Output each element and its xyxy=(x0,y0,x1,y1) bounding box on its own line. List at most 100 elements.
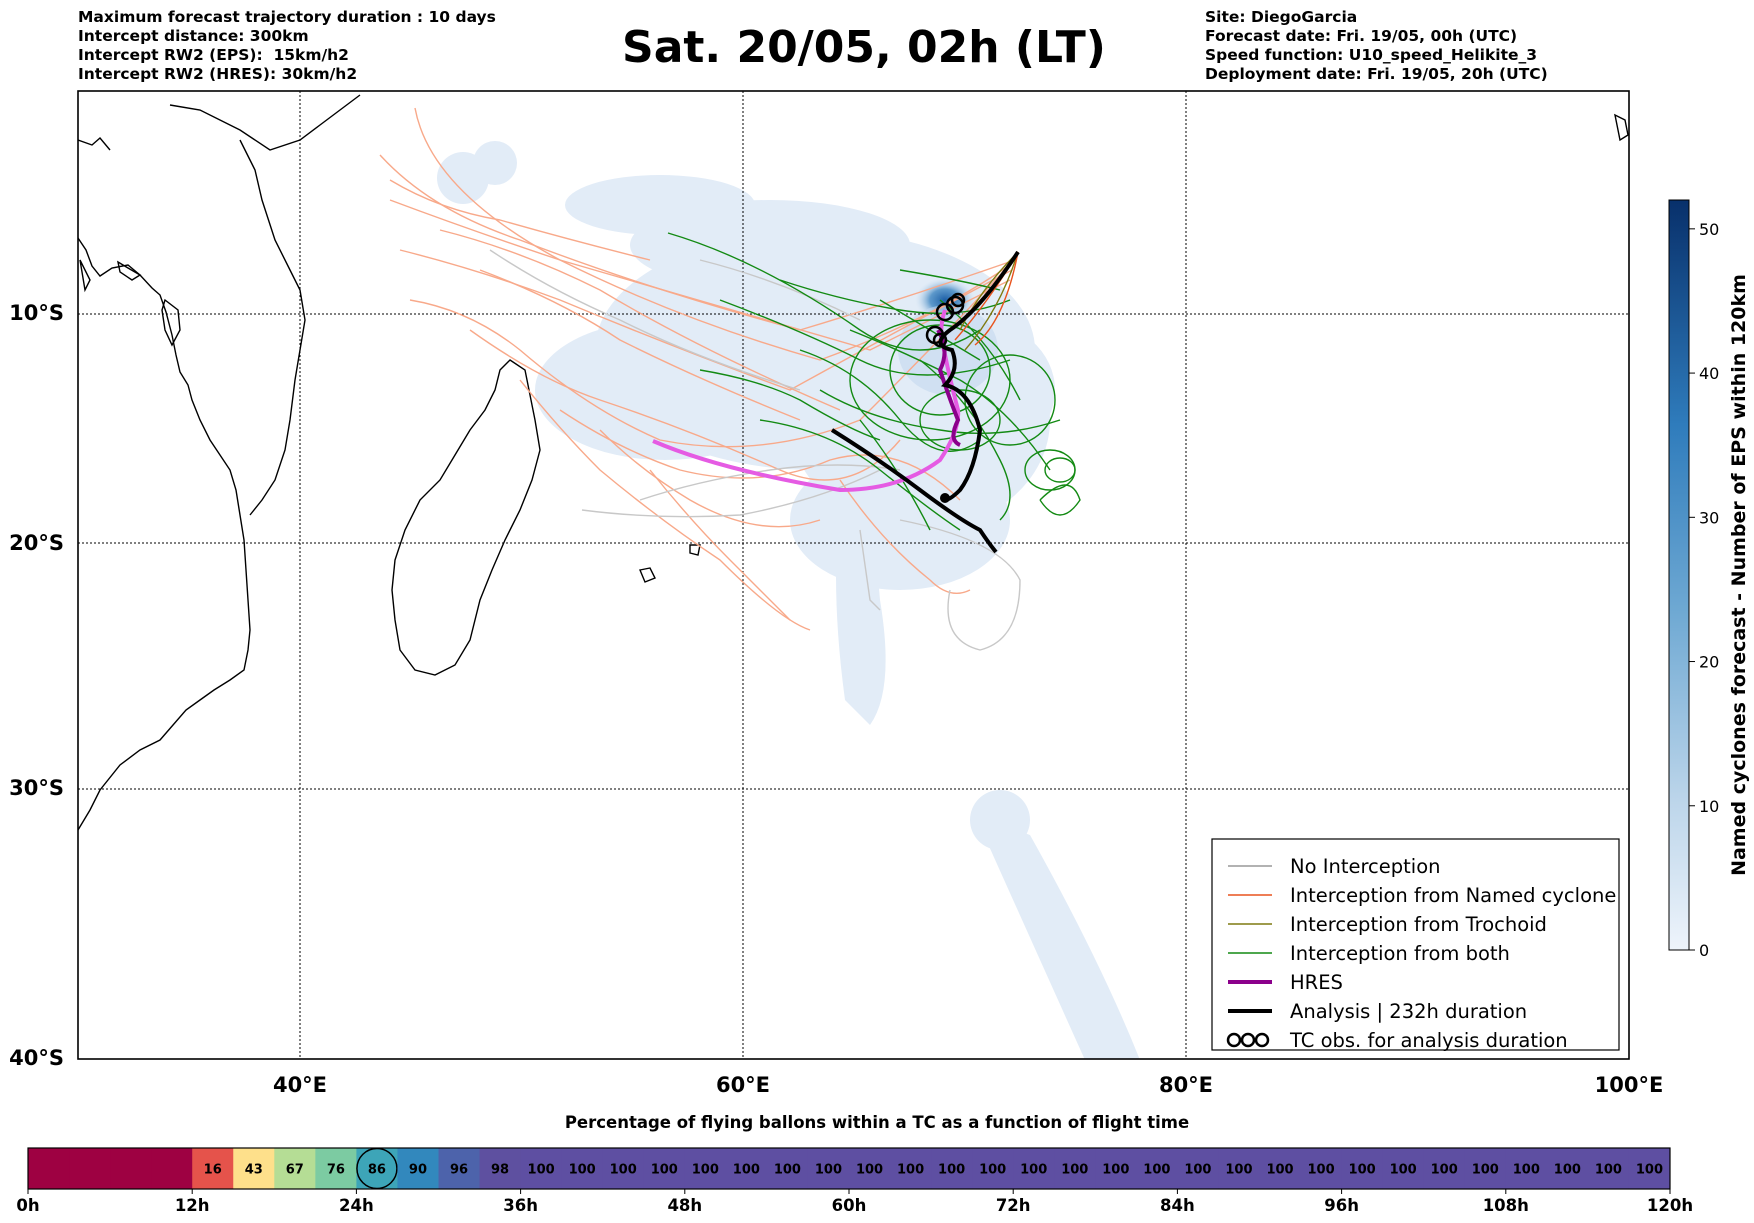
percentage-cell-value: 100 xyxy=(1595,1163,1622,1178)
legend-label: Analysis | 232h duration xyxy=(1290,1000,1527,1023)
colorbar-tick-label: 10 xyxy=(1699,797,1719,816)
colorbar-tick-label: 20 xyxy=(1699,653,1719,672)
analysis-track xyxy=(830,428,998,554)
percentage-bar-title: Percentage of flying ballons within a TC… xyxy=(564,1113,1190,1132)
header-right-info: Site: DiegoGarcia Forecast date: Fri. 19… xyxy=(1205,8,1548,84)
header-left-line: Intercept RW2 (HRES): 30km/h2 xyxy=(78,65,358,83)
percentage-cell-value: 100 xyxy=(1184,1163,1211,1178)
no-interception-trajectories xyxy=(489,249,1021,651)
tc-obs-symbols xyxy=(925,292,966,348)
lon-label: 40°E xyxy=(273,1073,327,1097)
percentage-tick-label: 108h xyxy=(1483,1196,1529,1215)
colorbar-label: Named cyclones forecast - Number of EPS … xyxy=(1728,274,1750,876)
percentage-cell-value: 100 xyxy=(692,1163,719,1178)
percentage-cell-value: 100 xyxy=(1472,1163,1499,1178)
percentage-cell xyxy=(69,1148,111,1189)
percentage-cell-value: 16 xyxy=(204,1163,222,1178)
percentage-cell xyxy=(1628,1148,1671,1189)
lon-label: 100°E xyxy=(1595,1073,1664,1097)
header-left-line: Intercept distance: 300km xyxy=(78,27,309,45)
percentage-cell-value: 43 xyxy=(245,1163,263,1178)
percentage-cell xyxy=(807,1148,850,1189)
percentage-cell-value: 96 xyxy=(450,1163,468,1178)
percentage-tick-label: 60h xyxy=(832,1196,867,1215)
analysis-point xyxy=(940,493,950,503)
header-right-line: Forecast date: Fri. 19/05, 00h (UTC) xyxy=(1205,27,1518,45)
percentage-cell xyxy=(274,1148,316,1189)
percentage-cell-value: 100 xyxy=(569,1163,596,1178)
colorbar-tick-label: 50 xyxy=(1699,220,1719,239)
percentage-cell xyxy=(890,1148,932,1189)
lon-label: 80°E xyxy=(1159,1073,1213,1097)
legend-label: TC obs. for analysis duration xyxy=(1289,1029,1568,1052)
percentage-cell xyxy=(766,1148,809,1189)
legend-tc-symbol xyxy=(1240,1032,1256,1048)
percentage-cell xyxy=(602,1148,645,1189)
colorbar-tick-label: 30 xyxy=(1699,508,1719,527)
percentage-cell xyxy=(1382,1148,1425,1189)
colorbar-tick-label: 40 xyxy=(1699,364,1719,383)
header-left-line: Maximum forecast trajectory duration : 1… xyxy=(78,8,496,26)
percentage-cell-value: 100 xyxy=(897,1163,924,1178)
percentage-cell xyxy=(1013,1148,1055,1189)
main-title: Sat. 20/05, 02h (LT) xyxy=(622,22,1106,73)
percentage-cell-value: 100 xyxy=(1636,1163,1663,1178)
percentage-tick-label: 48h xyxy=(667,1196,702,1215)
colorbar-tick-label: 0 xyxy=(1699,941,1709,960)
legend-entries: No Interception Interception from Named c… xyxy=(1226,855,1616,1052)
colorbar: 0 10 20 30 40 50 Named cyclones forecast - Nu… xyxy=(1668,199,1750,960)
percentage-cell xyxy=(192,1148,234,1189)
percentage-cell xyxy=(684,1148,727,1189)
percentage-tick-label: 120h xyxy=(1647,1196,1693,1215)
percentage-cell-value: 100 xyxy=(979,1163,1006,1178)
percentage-cell-value: 98 xyxy=(491,1163,509,1178)
coastlines xyxy=(78,94,1629,831)
percentage-cell xyxy=(643,1148,686,1189)
percentage-cell xyxy=(931,1148,973,1189)
lat-label: 20°S xyxy=(9,531,64,555)
colorbar-ticks: 0 10 20 30 40 50 xyxy=(1689,220,1719,960)
gridlines xyxy=(78,91,1629,1059)
percentage-bar-ticks: 0h 12h 24h 36h 48h 60h 72h 84h 96h 108h 120h xyxy=(16,1189,1693,1215)
percentage-cell xyxy=(725,1148,768,1189)
colorbar-gradient xyxy=(1668,199,1690,951)
percentage-cell xyxy=(151,1148,193,1189)
percentage-cell xyxy=(561,1148,604,1189)
percentage-cell xyxy=(1505,1148,1548,1189)
legend-label: Interception from both xyxy=(1290,942,1510,965)
percentage-cell-value: 67 xyxy=(286,1163,304,1178)
hres-track-inner xyxy=(936,328,961,447)
percentage-cell-value: 100 xyxy=(1266,1163,1293,1178)
percentage-cell-value: 100 xyxy=(774,1163,801,1178)
lat-label: 10°S xyxy=(9,301,64,325)
lat-label: 40°S xyxy=(9,1046,64,1070)
percentage-tick-label: 96h xyxy=(1324,1196,1359,1215)
map-frame xyxy=(77,90,1630,1060)
percentage-cell-value: 90 xyxy=(409,1163,427,1178)
percentage-cell-value: 100 xyxy=(610,1163,637,1178)
percentage-cell-value: 100 xyxy=(856,1163,883,1178)
percentage-cell xyxy=(315,1148,357,1189)
legend-label: Interception from Trochoid xyxy=(1290,913,1547,936)
percentage-cell xyxy=(1587,1148,1630,1189)
percentage-cell xyxy=(1218,1148,1260,1189)
percentage-tick-label: 84h xyxy=(1160,1196,1195,1215)
percentage-cell-value: 100 xyxy=(1513,1163,1540,1178)
header-right-line: Site: DiegoGarcia xyxy=(1205,8,1358,26)
percentage-cell xyxy=(972,1148,1014,1189)
percentage-cell xyxy=(1341,1148,1384,1189)
legend xyxy=(1211,838,1620,1051)
percentage-cell xyxy=(849,1148,891,1189)
analysis-track-2 xyxy=(938,250,1020,502)
percentage-cell-value: 100 xyxy=(1061,1163,1088,1178)
percentage-cell xyxy=(397,1148,439,1189)
percentage-cell-value: 100 xyxy=(1349,1163,1376,1178)
percentage-cell-value: 100 xyxy=(1143,1163,1170,1178)
percentage-cell-value: 100 xyxy=(1431,1163,1458,1178)
percentage-cell-value: 100 xyxy=(528,1163,555,1178)
percentage-cell xyxy=(1300,1148,1343,1189)
map-plot-area xyxy=(78,91,1629,1059)
percentage-cell xyxy=(1177,1148,1219,1189)
percentage-cell xyxy=(233,1148,275,1189)
percentage-cell xyxy=(1095,1148,1137,1189)
